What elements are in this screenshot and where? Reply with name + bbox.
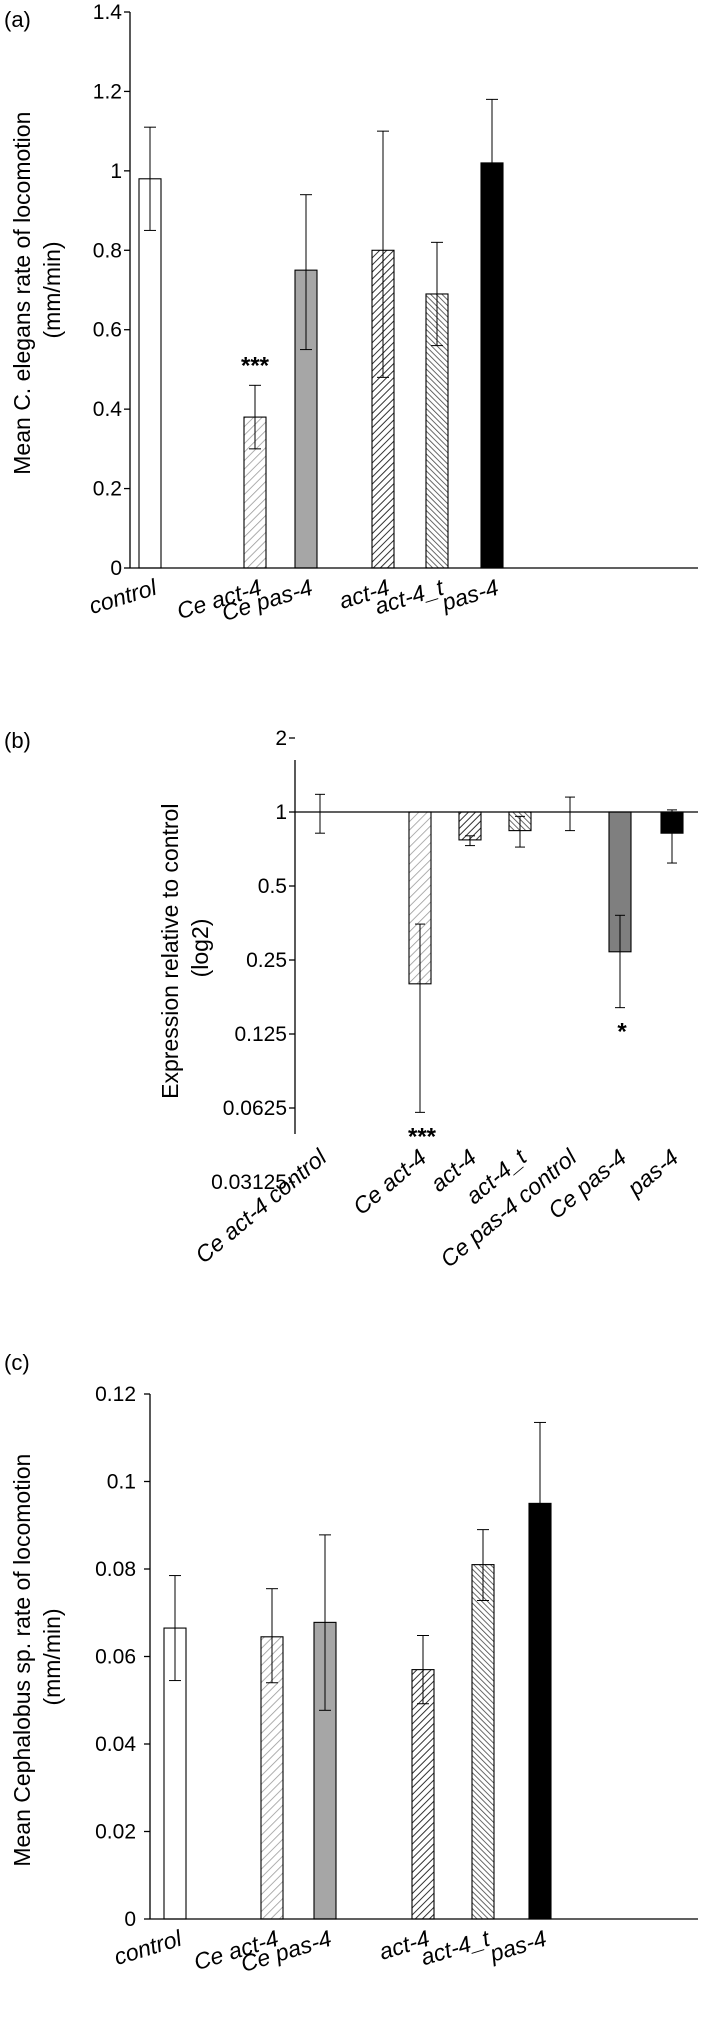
panel-a-ytick-label: 0.8	[93, 239, 122, 262]
panel-a: (a) 0 0.2 0.4 0.6 0.8 1 1.2 1.4 *** Mean C. ele…	[4, 1, 698, 626]
panel-c: (c) 0 0.02 0.04 0.06 0.08 0.1 0.12 Mean Cephal…	[4, 1350, 698, 1977]
panel-a-ytick-label: 1.4	[93, 1, 123, 24]
panel-c-yticks: 0 0.02 0.04 0.06 0.08 0.1 0.12	[95, 1383, 150, 1931]
panel-c-ylabel: Mean Cephalobus sp. rate of locomotion (…	[9, 1447, 65, 1866]
panel-c-ytick-label: 0.1	[107, 1471, 136, 1494]
panel-c-xlabel: pas-4	[486, 1925, 550, 1967]
panel-a-ytick-label: 0.4	[93, 398, 123, 421]
panel-b-ytick-label: 0.0625	[223, 1097, 287, 1120]
panel-a-ytick-label: 0.2	[93, 478, 122, 501]
panel-a-xlabel: pas-4	[438, 574, 502, 616]
panel-c-ytick-label: 0.06	[95, 1646, 136, 1669]
panel-a-ylabel: Mean C. elegans rate of locomotion (mm/m…	[9, 105, 65, 474]
panel-c-ytick-label: 0.12	[95, 1383, 136, 1406]
panel-a-significance: ***	[241, 352, 270, 379]
panel-b-ytick-label: 0.125	[234, 1023, 287, 1046]
panel-b-ylabel-line1: Expression relative to control	[157, 804, 183, 1099]
panel-c-bar	[471, 1564, 495, 1920]
panel-c-xlabel: act-4_t	[418, 1924, 494, 1970]
panel-a-ytick-label: 1.2	[93, 80, 122, 103]
panel-c-xlabel: control	[111, 1925, 185, 1970]
panel-c-ylabel-line1: Mean Cephalobus sp. rate of locomotion	[9, 1454, 35, 1867]
panel-a-bar	[138, 178, 162, 569]
panel-a-label: (a)	[4, 7, 31, 32]
panel-b-bars: ****	[315, 793, 684, 1150]
panel-b-ylabel-line2: (log2)	[187, 919, 213, 978]
panel-b-significance: *	[617, 1019, 627, 1046]
panel-c-ylabel-line2: (mm/min)	[39, 1608, 65, 1705]
panel-c-ytick-label: 0.08	[95, 1558, 136, 1581]
panel-b-ytick-label: 0.25	[246, 949, 287, 972]
panel-b-ytick-label: 1	[275, 801, 287, 824]
panel-a-ytick-label: 0.6	[93, 319, 122, 342]
panel-a-ytick-label: 0	[110, 557, 122, 580]
panel-c-label: (c)	[4, 1350, 30, 1375]
panel-b-ytick-label: 0.5	[258, 875, 287, 898]
panel-b-xlabel: pas-4	[622, 1144, 684, 1202]
panel-a-xlabel: control	[86, 574, 160, 619]
panel-a-ytick-label: 1	[110, 160, 122, 183]
panel-c-bar	[411, 1669, 435, 1920]
panel-a-ylabel-line1: Mean C. elegans rate of locomotion	[9, 112, 35, 475]
panel-a-yticks: 0 0.2 0.4 0.6 0.8 1 1.2 1.4	[93, 1, 130, 580]
panel-b-xlabel: Ce act-4 control	[190, 1143, 332, 1268]
panel-b-significance: ***	[408, 1123, 437, 1150]
panel-a-ylabel-line2: (mm/min)	[39, 241, 65, 338]
panel-a-bar	[480, 162, 504, 569]
panel-b-xlabel: Ce act-4	[348, 1144, 431, 1220]
panel-c-ytick-label: 0	[124, 1908, 136, 1931]
panel-b-ytick-label: 0.03125	[211, 1171, 287, 1194]
panel-c-ytick-label: 0.04	[95, 1733, 136, 1756]
panel-b-ylabel: Expression relative to control (log2)	[157, 797, 213, 1099]
panel-a-bars: ***	[138, 98, 504, 569]
panel-c-bars	[163, 1421, 552, 1920]
panel-b-yticks: 2 1 0.5 0.25 0.125 0.0625 0.03125	[211, 727, 295, 1194]
panel-b-ytick-label: 2	[275, 727, 287, 750]
panel-c-ytick-label: 0.02	[95, 1821, 136, 1844]
panel-b-label: (b)	[4, 728, 31, 753]
